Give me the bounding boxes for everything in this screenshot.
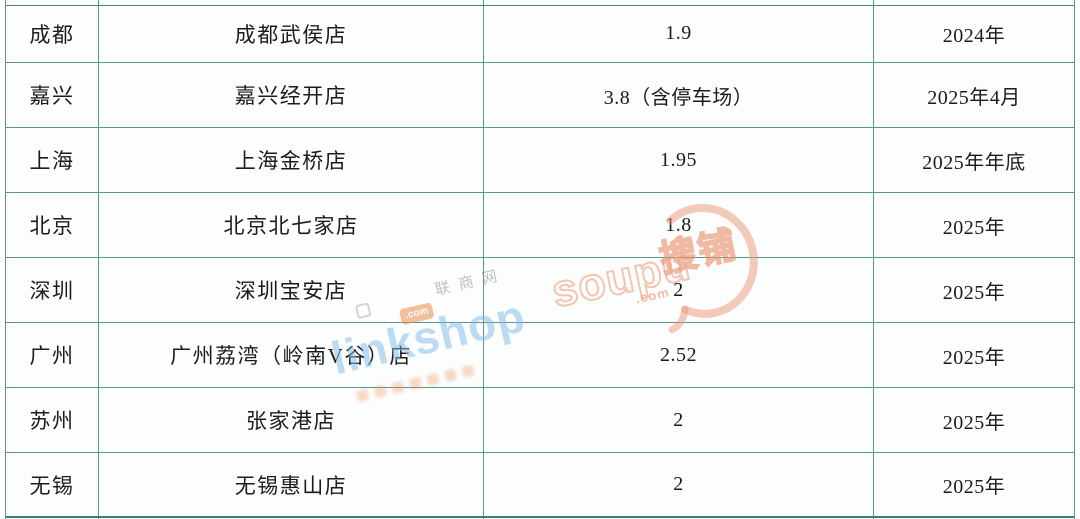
table-row: 嘉兴 嘉兴经开店 3.8（含停车场） 2025年4月 [6,63,1074,128]
store-cell: 广州荔湾（岭南V谷）店 [99,323,484,387]
store-cell: 上海金桥店 [99,128,484,192]
city-cell: 上海 [6,128,99,192]
store-cell: 深圳宝安店 [99,258,484,322]
city-cell: 成都 [6,5,99,62]
area-cell: 2 [484,258,874,322]
city-cell: 无锡 [6,453,99,516]
area-cell: 3.8（含停车场） [484,63,874,127]
table-row: 成都 成都武侯店 1.9 2024年 [6,5,1074,63]
area-cell: 1.95 [484,128,874,192]
store-cell: 北京北七家店 [99,193,484,257]
partial-row-top [6,0,1074,6]
empty-cell [484,0,874,5]
opening-cell: 2025年年底 [874,128,1074,192]
opening-cell: 2025年 [874,258,1074,322]
store-cell: 张家港店 [99,388,484,452]
empty-cell [874,0,1074,5]
city-cell: 苏州 [6,388,99,452]
area-cell: 1.9 [484,5,874,62]
opening-cell: 2025年 [874,453,1074,516]
area-cell: 1.8 [484,193,874,257]
table-row: 无锡 无锡惠山店 2 2025年 [6,453,1074,518]
opening-cell: 2024年 [874,5,1074,62]
opening-cell: 2025年4月 [874,63,1074,127]
city-cell: 嘉兴 [6,63,99,127]
empty-cell [6,0,99,5]
opening-cell: 2025年 [874,193,1074,257]
opening-cell: 2025年 [874,388,1074,452]
empty-cell [99,0,484,5]
table-row: 广州 广州荔湾（岭南V谷）店 2.52 2025年 [6,323,1074,388]
area-cell: 2.52 [484,323,874,387]
opening-cell: 2025年 [874,323,1074,387]
area-cell: 2 [484,453,874,516]
city-cell: 北京 [6,193,99,257]
table-row: 北京 北京北七家店 1.8 2025年 [6,193,1074,258]
store-cell: 成都武侯店 [99,5,484,62]
store-cell: 无锡惠山店 [99,453,484,516]
table-row: 苏州 张家港店 2 2025年 [6,388,1074,453]
table-row: 上海 上海金桥店 1.95 2025年年底 [6,128,1074,193]
store-table: 成都 成都武侯店 1.9 2024年 嘉兴 嘉兴经开店 3.8（含停车场） 20… [5,0,1075,519]
area-cell: 2 [484,388,874,452]
city-cell: 广州 [6,323,99,387]
table-row: 深圳 深圳宝安店 2 2025年 [6,258,1074,323]
city-cell: 深圳 [6,258,99,322]
store-cell: 嘉兴经开店 [99,63,484,127]
